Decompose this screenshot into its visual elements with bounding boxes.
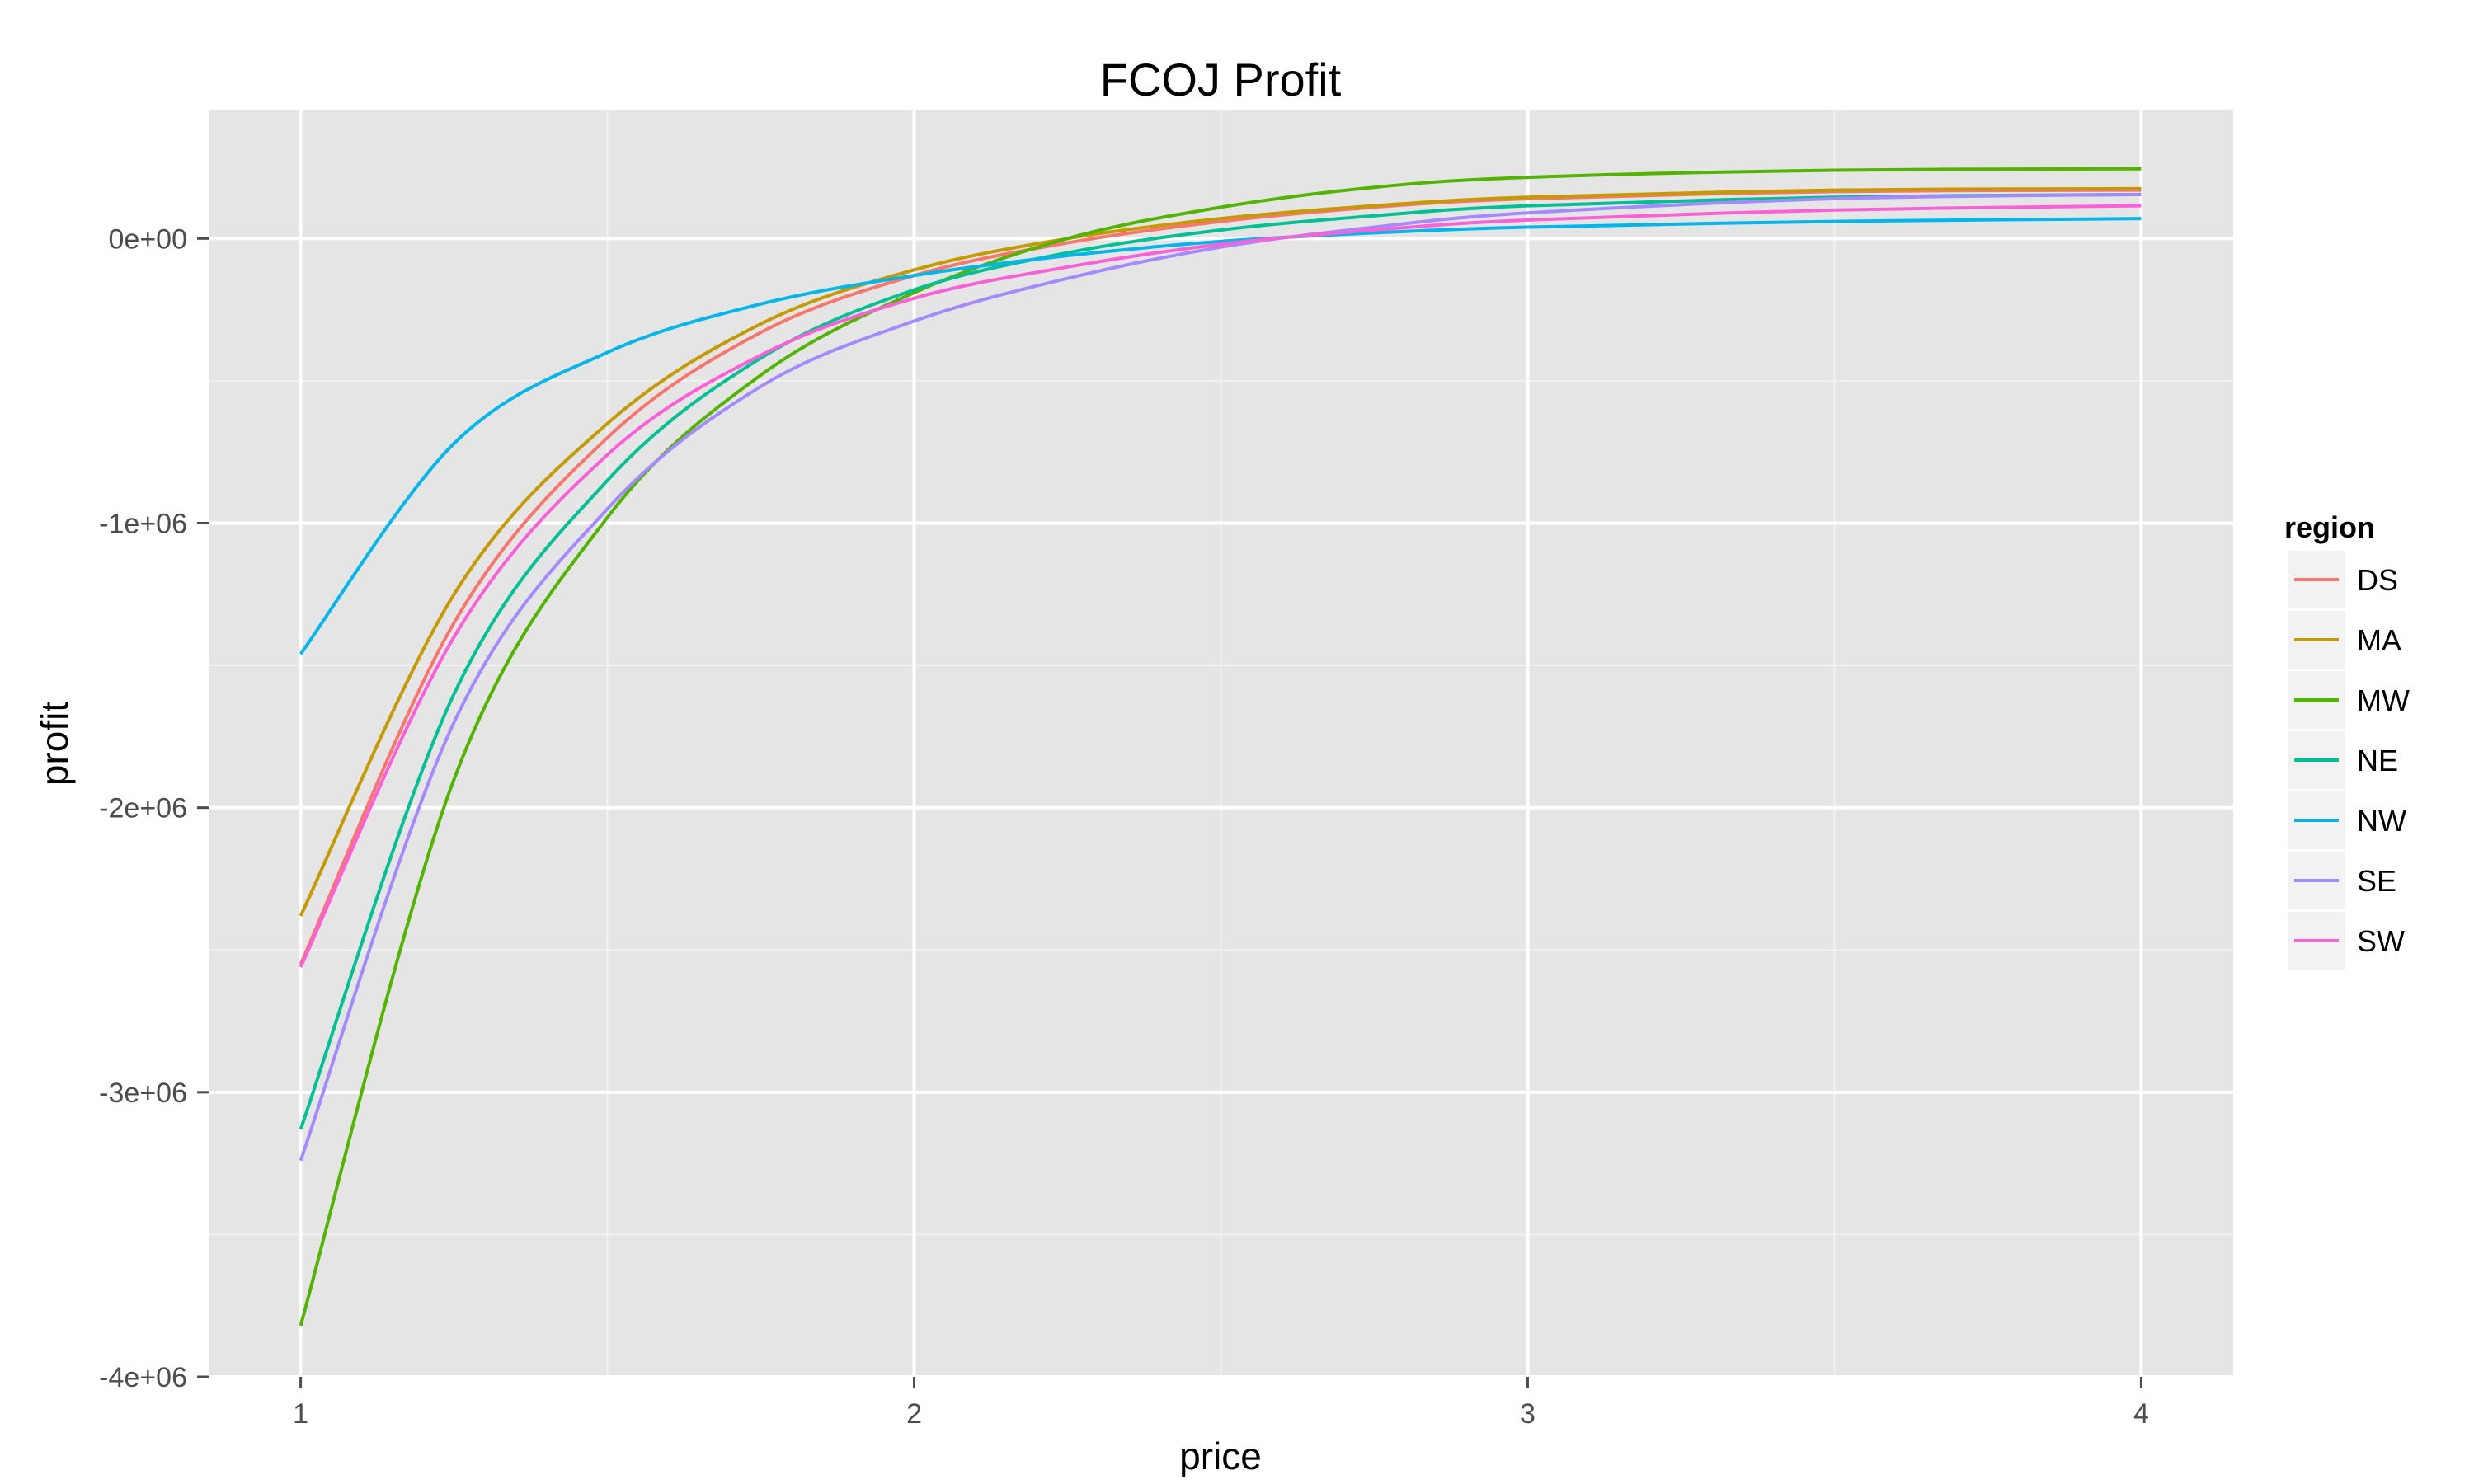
x-tick-label: 3 xyxy=(1520,1398,1536,1430)
x-tick-labels: 1 2 3 4 xyxy=(293,1398,2149,1430)
y-tick-label: 0e+00 xyxy=(109,223,188,255)
legend: region DS MA MW NE NW SE SW xyxy=(2284,510,2410,970)
legend-items: DS MA MW NE NW SE SW xyxy=(2288,551,2410,970)
y-tick-label: -1e+06 xyxy=(99,508,187,539)
grid-minor xyxy=(209,110,2233,1377)
legend-label: SE xyxy=(2357,864,2396,898)
series-line-se xyxy=(299,192,2142,1162)
series-line-nw xyxy=(299,217,2142,655)
x-axis-title: price xyxy=(1179,1435,1262,1477)
series-line-mw xyxy=(299,167,2142,1327)
y-axis-title: profit xyxy=(33,702,76,786)
legend-item-se: SE xyxy=(2288,852,2396,909)
axis-ticks xyxy=(197,237,2142,1388)
legend-title: region xyxy=(2284,510,2375,544)
legend-item-ds: DS xyxy=(2288,551,2398,608)
series-lines xyxy=(299,167,2142,1327)
x-tick-label: 2 xyxy=(906,1398,922,1430)
chart-title: FCOJ Profit xyxy=(1100,54,1342,106)
x-tick-label: 4 xyxy=(2133,1398,2149,1430)
legend-label: NW xyxy=(2357,804,2406,838)
y-tick-labels: -4e+06 -3e+06 -2e+06 -1e+06 0e+00 xyxy=(99,223,187,1393)
legend-label: DS xyxy=(2357,563,2398,597)
legend-label: SW xyxy=(2357,924,2405,958)
legend-item-nw: NW xyxy=(2288,791,2406,849)
legend-label: MW xyxy=(2357,683,2410,717)
series-line-sw xyxy=(299,204,2142,968)
legend-item-mw: MW xyxy=(2288,671,2410,729)
legend-item-ne: NE xyxy=(2288,731,2398,789)
legend-item-sw: SW xyxy=(2288,912,2405,970)
y-tick-label: -3e+06 xyxy=(99,1078,187,1109)
y-tick-label: -2e+06 xyxy=(99,793,187,824)
y-tick-label: -4e+06 xyxy=(99,1362,187,1393)
legend-item-ma: MA xyxy=(2288,611,2401,669)
x-tick-label: 1 xyxy=(293,1398,308,1430)
legend-label: NE xyxy=(2357,744,2398,777)
legend-label: MA xyxy=(2357,623,2401,657)
